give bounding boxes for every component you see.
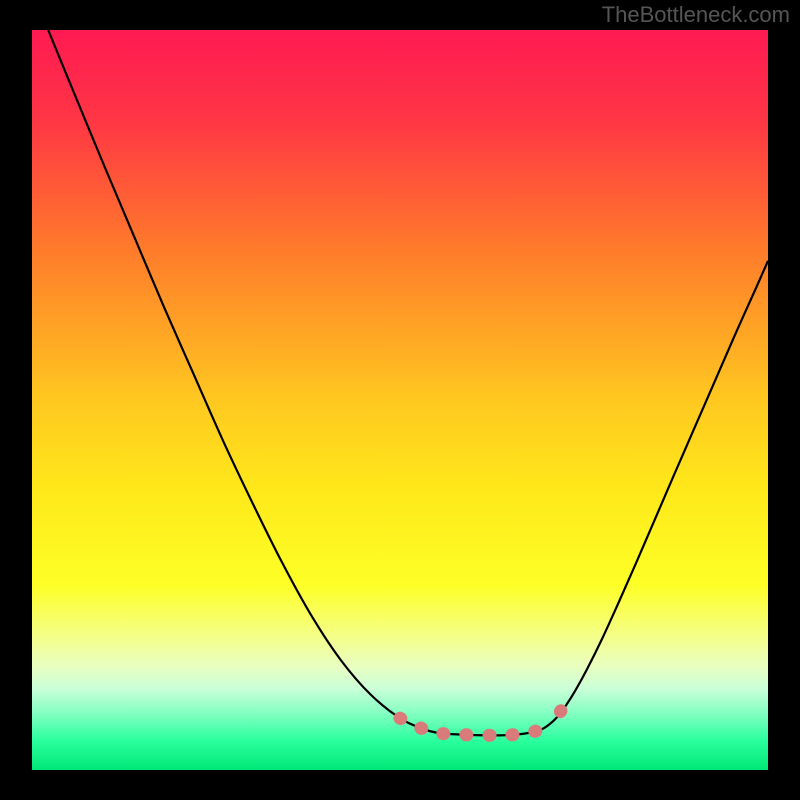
chart-container: TheBottleneck.com <box>0 0 800 800</box>
gradient-background <box>32 30 768 770</box>
bottleneck-curve-chart <box>0 0 800 800</box>
watermark-text: TheBottleneck.com <box>602 2 790 28</box>
